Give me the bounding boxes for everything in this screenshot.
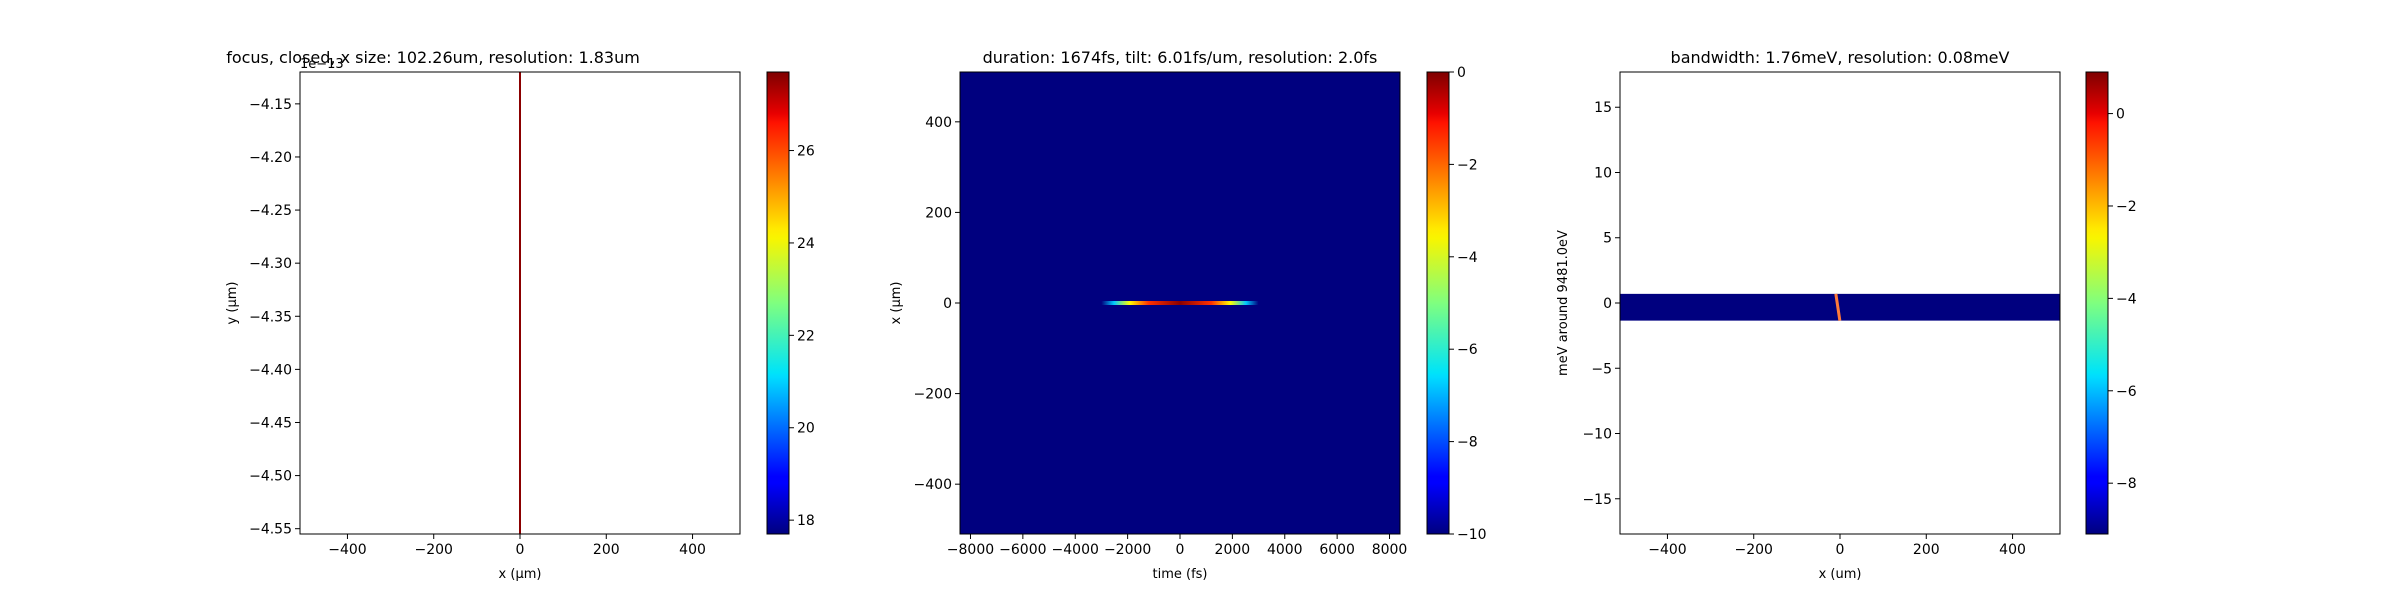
x-tick-label: 200 (593, 542, 620, 558)
y-axis-ticks: −4.15 −4.20 −4.25 −4.30 −4.35 −4.40 −4.45 −4.50… (249, 97, 300, 538)
x-tick-label: −400 (328, 542, 366, 558)
x-tick-label: −6000 (999, 542, 1046, 558)
y-tick-label: −4.50 (249, 469, 292, 485)
colorbar-tick-label: −6 (2116, 384, 2137, 400)
x-tick-label: 6000 (1319, 542, 1355, 558)
colorbar-tick-label: −4 (2116, 291, 2137, 307)
y-tick-label: 0 (943, 296, 952, 312)
x-tick-label: 2000 (1215, 542, 1251, 558)
x-tick-label: 0 (1836, 542, 1845, 558)
x-tick-label: 400 (679, 542, 706, 558)
y-tick-label: −4.35 (249, 309, 292, 325)
y-offset-text: 1e−13 (300, 57, 344, 72)
pulse-streak (1101, 301, 1259, 305)
x-tick-label: −400 (1648, 542, 1686, 558)
y-axis-ticks: 15 10 5 0 −5 −10 −15 (1582, 100, 1620, 508)
colorbar-tick-label: 20 (797, 421, 815, 437)
colorbar (2085, 71, 2109, 535)
y-tick-label: −400 (914, 477, 952, 493)
x-axis-ticks: −400 −200 0 200 400 (328, 534, 706, 558)
x-axis-label: time (fs) (1153, 567, 1208, 582)
y-tick-label: −4.20 (249, 150, 292, 166)
y-axis-label: x (μm) (889, 282, 904, 325)
y-tick-label: 400 (925, 115, 952, 131)
colorbar-tick-label: 22 (797, 328, 815, 344)
x-axis-label: x (um) (1819, 567, 1862, 582)
x-axis-label: x (μm) (499, 567, 542, 582)
colorbar-tick-label: 26 (797, 144, 815, 160)
x-tick-label: −4000 (1052, 542, 1099, 558)
chart-title: duration: 1674fs, tilt: 6.01fs/um, resol… (983, 48, 1378, 67)
y-tick-label: 15 (1594, 100, 1612, 116)
x-tick-label: −200 (414, 542, 452, 558)
colorbar-tick-label: −4 (1457, 250, 1478, 266)
panel-bandwidth: −400 −200 0 200 400 15 10 5 0 −5 −10 −15 bandwidth… (1556, 48, 2137, 582)
colorbar-ticks: 0 −2 −4 −6 −8 (2108, 107, 2137, 492)
colorbar-tick-label: −2 (1457, 157, 1478, 173)
x-tick-label: 0 (1176, 542, 1185, 558)
x-tick-label: 400 (1999, 542, 2026, 558)
x-tick-label: 8000 (1372, 542, 1408, 558)
y-tick-label: −15 (1582, 492, 1612, 508)
colorbar-ticks: 18 20 22 24 26 (789, 144, 815, 529)
colorbar-tick-label: 0 (1457, 65, 1466, 81)
colorbar-tick-label: 0 (2116, 107, 2125, 123)
y-axis-label: meV around 9481.0eV (1556, 230, 1571, 376)
colorbar-ticks: 0 −2 −4 −6 −8 −10 (1449, 65, 1487, 543)
y-axis-ticks: 400 200 0 −200 −400 (914, 115, 960, 493)
colorbar-tick-label: −6 (1457, 342, 1478, 358)
spectral-line (1834, 293, 1842, 321)
chart-title: focus, closed, x size: 102.26um, resolut… (226, 48, 640, 67)
x-axis-ticks: −400 −200 0 200 400 (1648, 534, 2026, 558)
y-tick-label: −4.45 (249, 415, 292, 431)
colorbar-tick-label: −8 (2116, 476, 2137, 492)
chart-title: bandwidth: 1.76meV, resolution: 0.08meV (1671, 48, 2010, 67)
colorbar-tick-label: −2 (2116, 199, 2137, 215)
colorbar-tick-label: −8 (1457, 435, 1478, 451)
x-tick-label: −2000 (1104, 542, 1151, 558)
x-axis-ticks: −8000 −6000 −4000 −2000 0 2000 4000 6000 8000 (947, 534, 1408, 558)
x-tick-label: 0 (516, 542, 525, 558)
x-tick-label: −200 (1734, 542, 1772, 558)
x-tick-label: 4000 (1267, 542, 1303, 558)
y-tick-label: 10 (1594, 165, 1612, 181)
y-tick-label: −4.30 (249, 256, 292, 272)
colorbar-tick-label: −10 (1457, 527, 1487, 543)
panel-focus: −400 −200 0 200 400 −4.15 −4.20 −4.25 −4.30 −4.3… (225, 48, 815, 582)
y-tick-label: 0 (1603, 296, 1612, 312)
y-tick-label: −200 (914, 387, 952, 403)
y-tick-label: 200 (925, 205, 952, 221)
panel-duration: −8000 −6000 −4000 −2000 0 2000 4000 6000 8000 40… (889, 48, 1487, 582)
colorbar-tick-label: 24 (797, 236, 815, 252)
y-tick-label: −4.25 (249, 203, 292, 219)
y-tick-label: −4.15 (249, 97, 292, 113)
x-tick-label: −8000 (947, 542, 994, 558)
colorbar (766, 71, 790, 535)
y-tick-label: −10 (1582, 427, 1612, 443)
colorbar (1426, 71, 1450, 535)
y-tick-label: 5 (1603, 231, 1612, 247)
y-tick-label: −4.55 (249, 522, 292, 538)
y-axis-label: y (μm) (225, 282, 240, 325)
y-tick-label: −5 (1591, 361, 1612, 377)
y-tick-label: −4.40 (249, 362, 292, 378)
colorbar-tick-label: 18 (797, 513, 815, 529)
x-tick-label: 200 (1913, 542, 1940, 558)
